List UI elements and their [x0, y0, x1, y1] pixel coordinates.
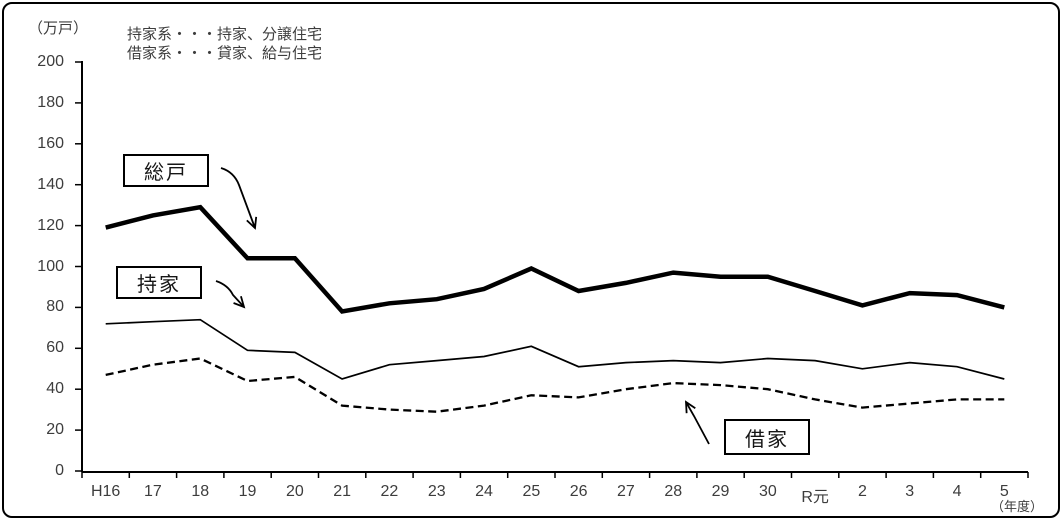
- y-tick-label: 160: [37, 134, 64, 152]
- annotation-box-total: 総戸: [123, 154, 209, 187]
- x-tick-label: 22: [380, 483, 399, 500]
- x-tick-label: 3: [905, 483, 915, 500]
- y-tick-label: 180: [37, 93, 64, 111]
- y-tick-label: 80: [46, 298, 64, 316]
- x-tick-label: 24: [475, 483, 493, 500]
- legend-note-rental-line: 借家系・・・貸家、給与住宅: [127, 45, 323, 62]
- x-tick-label: 4: [952, 483, 962, 500]
- y-tick-label: 40: [46, 380, 64, 398]
- legend-note: 持家系・・・持家、分譲住宅 借家系・・・貸家、給与住宅: [127, 25, 322, 63]
- x-tick-label: 30: [758, 483, 777, 500]
- annotation-label-rental: 借家: [745, 428, 789, 451]
- x-axis-unit-label: （年度）: [991, 499, 1044, 514]
- x-tick-label: 18: [191, 483, 210, 500]
- annotation-box-owner: 持家: [116, 266, 202, 299]
- annotation-label-total: 総戸: [144, 162, 188, 184]
- x-tick-label: 29: [711, 483, 730, 500]
- y-tick-label: 200: [37, 53, 64, 70]
- y-tick-label: 0: [55, 462, 64, 479]
- x-tick-label: 21: [333, 483, 352, 500]
- y-tick-label: 100: [37, 257, 64, 275]
- x-tick-label: 28: [664, 483, 683, 500]
- housing-starts-line-chart: [75, 61, 1029, 478]
- y-tick-label: 20: [46, 421, 64, 439]
- legend-note-owner-line: 持家系・・・持家、分譲住宅: [127, 26, 323, 43]
- x-tick-label: 26: [569, 483, 588, 500]
- x-tick-label: 17: [144, 483, 162, 500]
- x-tick-label: 20: [285, 483, 304, 500]
- series-line-rental: [105, 357, 1005, 413]
- y-tick-label: 140: [37, 175, 64, 193]
- annotation-label-owner: 持家: [137, 274, 181, 296]
- annotation-arrow-total: [220, 167, 258, 230]
- x-tick-label: H16: [90, 483, 121, 500]
- x-tick-label: 25: [522, 483, 541, 500]
- x-tick-label: 5: [999, 483, 1009, 500]
- x-tick-label: 19: [238, 483, 257, 500]
- y-axis-unit-label: （万戸）: [28, 20, 89, 37]
- x-tick-label: 23: [427, 483, 446, 500]
- y-tick-label: 60: [46, 339, 64, 357]
- annotation-arrow-rental: [685, 400, 710, 445]
- annotation-box-rental: 借家: [724, 419, 810, 455]
- x-tick-label: 2: [857, 483, 867, 500]
- x-tick-label: R元: [801, 489, 829, 506]
- x-tick-label: 27: [617, 483, 635, 500]
- series-line-owner: [105, 318, 1005, 380]
- annotation-arrow-owner: [215, 280, 246, 309]
- series-line-total: [105, 204, 1005, 314]
- y-tick-label: 120: [37, 216, 64, 234]
